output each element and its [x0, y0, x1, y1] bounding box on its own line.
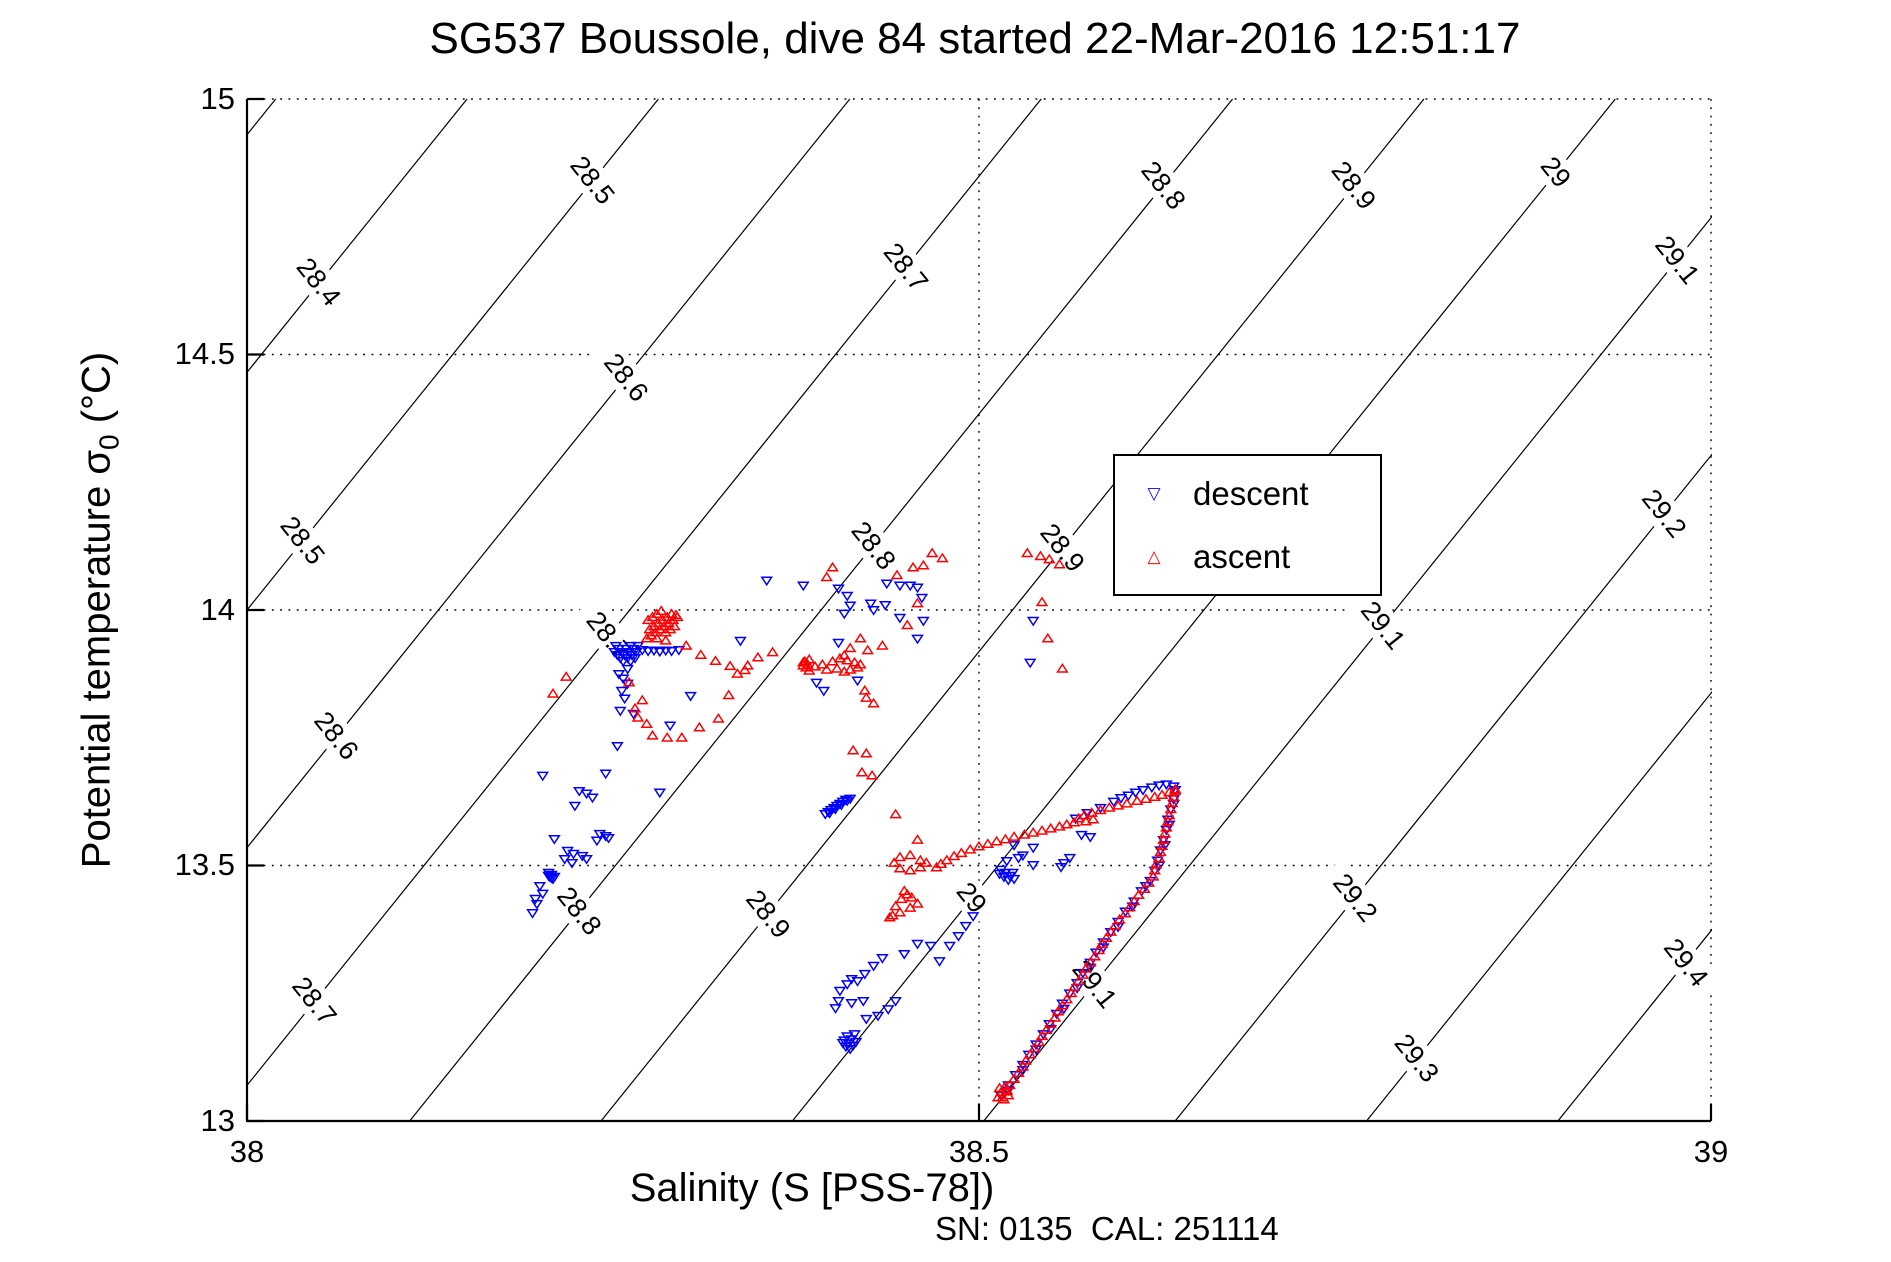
- contour-label: 28.6: [300, 696, 373, 776]
- legend-label-descent: descent: [1193, 474, 1309, 512]
- contour-label: 28.5: [266, 500, 339, 581]
- descent-marker-icon: ▽: [1147, 483, 1161, 503]
- x-tick-38: 38: [229, 1134, 265, 1169]
- contour-label: 29.2: [1318, 858, 1392, 938]
- contour-label: 28.8: [837, 505, 910, 586]
- contour-label: 29.1: [1641, 220, 1712, 300]
- contour-label: 28.5: [556, 140, 629, 220]
- legend-item-descent: ▽ descent: [1115, 464, 1380, 524]
- contour-label: 28.4: [282, 242, 356, 322]
- x-tick-39: 39: [1693, 1134, 1729, 1169]
- chart-title: SG537 Boussole, dive 84 started 22-Mar-2…: [429, 14, 1521, 63]
- sn-cal-annotation: SN: 0135 CAL: 251114: [935, 1210, 1279, 1247]
- contour-label: 29.1: [1346, 585, 1420, 665]
- contour-label: 28.8: [1127, 145, 1200, 225]
- x-axis-label: Salinity (S [PSS-78]): [629, 1166, 995, 1210]
- series-descent: [526, 576, 1182, 1102]
- contour-label: 29: [1528, 144, 1583, 201]
- contour-label: 28.6: [589, 337, 663, 418]
- x-tick-38-5: 38.5: [948, 1134, 1010, 1169]
- y-axis-label-text: Potential temperature σ: [74, 449, 119, 869]
- isopycnal-contours: [247, 98, 1712, 1122]
- ascent-marker-icon: △: [1147, 546, 1161, 566]
- y-axis-label-subscript: 0: [93, 434, 125, 450]
- contour-label: 28.7: [278, 961, 351, 1041]
- y-tick-13: 13: [200, 1103, 235, 1138]
- contour-label: 29.1: [1058, 944, 1131, 1024]
- contour-label: 29.2: [1627, 473, 1701, 554]
- contour-label: 28.9: [1317, 145, 1391, 225]
- axes: [245, 97, 1713, 1123]
- grid-lines: [247, 98, 1712, 1121]
- contour-labels: 28.4 28.5 28.5 28.6 28.6 28.7 28.7 28.7 28.8 28.8…: [266, 140, 1712, 1098]
- y-tick-14-5: 14.5: [174, 336, 235, 371]
- legend: ▽ descent △ ascent: [1113, 454, 1382, 596]
- contour-label: 28.9: [731, 874, 805, 954]
- contour-label: 28.7: [572, 595, 645, 676]
- contour-label: 28.7: [869, 227, 943, 307]
- y-tick-14: 14: [200, 592, 235, 627]
- legend-item-ascent: △ ascent: [1115, 527, 1380, 587]
- contour-label: 28.8: [543, 871, 616, 951]
- series-ascent: [546, 547, 1182, 1104]
- y-tick-13-5: 13.5: [174, 847, 235, 882]
- contour-label: 28.9: [1026, 508, 1099, 588]
- contour-label: 29.3: [1380, 1018, 1454, 1098]
- y-tick-15: 15: [200, 81, 235, 116]
- legend-label-ascent: ascent: [1193, 537, 1291, 575]
